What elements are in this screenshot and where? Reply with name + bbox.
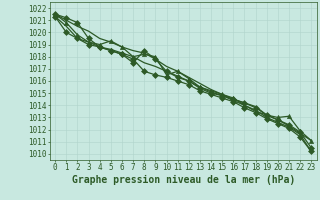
X-axis label: Graphe pression niveau de la mer (hPa): Graphe pression niveau de la mer (hPa) xyxy=(72,175,295,185)
